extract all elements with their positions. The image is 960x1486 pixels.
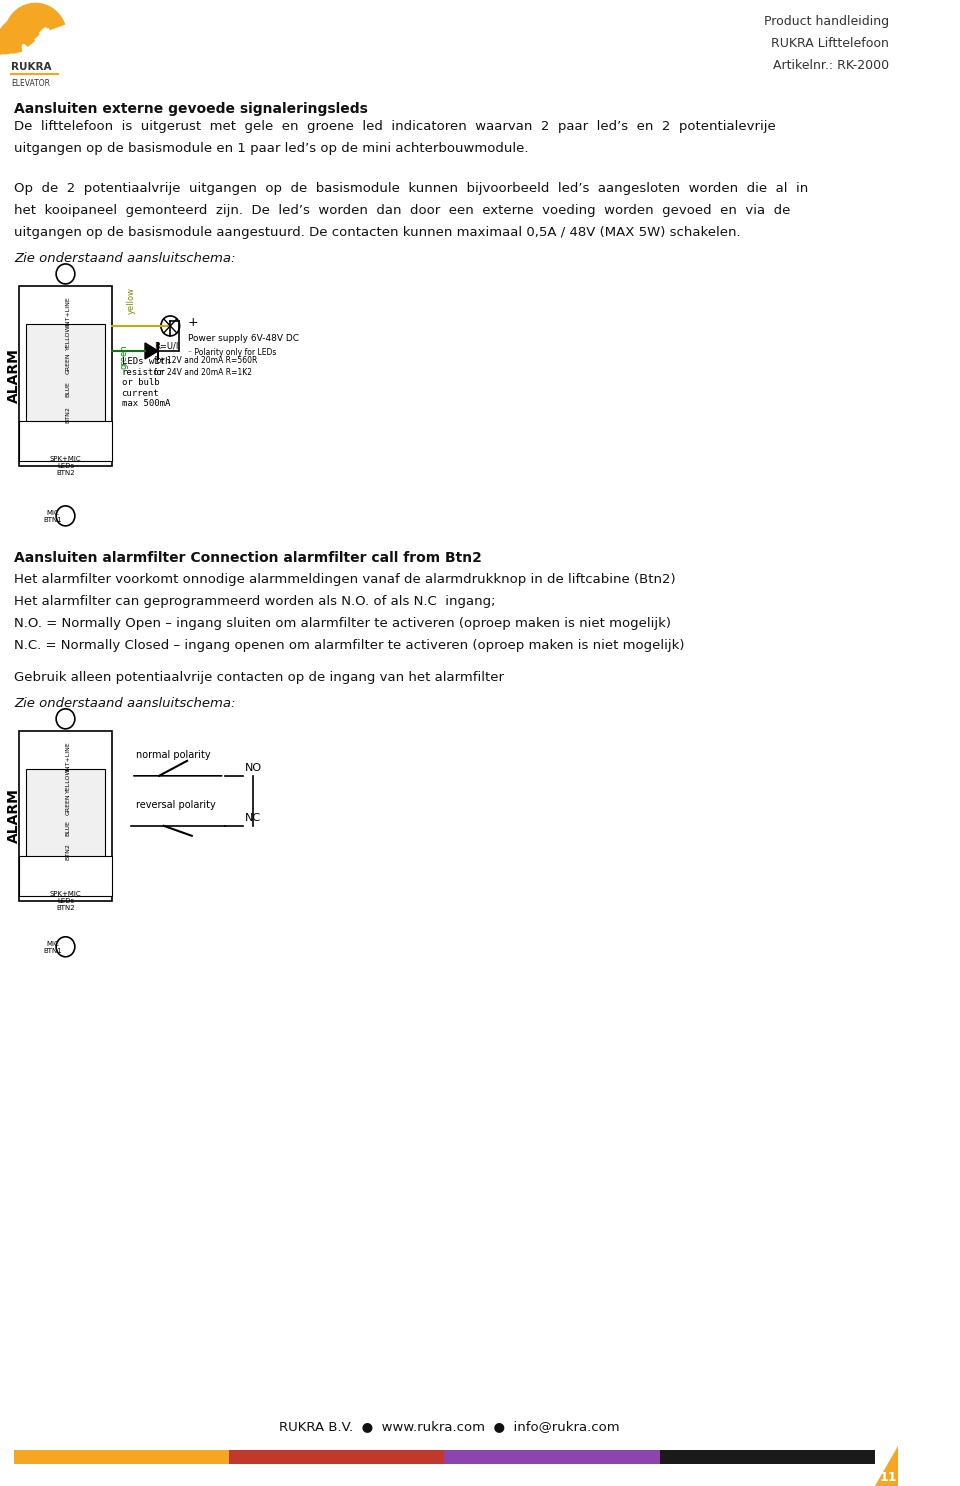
- Text: Zie onderstaand aansluitschema:: Zie onderstaand aansluitschema:: [14, 253, 235, 265]
- Text: Aansluiten alarmfilter Connection alarmfilter call from Btn2: Aansluiten alarmfilter Connection alarmf…: [14, 551, 482, 565]
- Text: RUKRA B.V.  ●  www.rukra.com  ●  info@rukra.com: RUKRA B.V. ● www.rukra.com ● info@rukra.…: [278, 1419, 619, 1433]
- Text: het  kooipaneel  gemonteerd  zijn.  De  led’s  worden  dan  door  een  externe  : het kooipaneel gemonteerd zijn. De led’s…: [14, 204, 790, 217]
- Text: Gebruik alleen potentiaalvrije contacten op de ingang van het alarmfilter: Gebruik alleen potentiaalvrije contacten…: [14, 670, 504, 684]
- Text: reversal polarity: reversal polarity: [135, 799, 215, 810]
- Bar: [18, 285, 112, 467]
- Text: for 24V and 20mA R=1K2: for 24V and 20mA R=1K2: [155, 369, 252, 377]
- Circle shape: [56, 709, 75, 728]
- Text: Power supply 6V-48V DC: Power supply 6V-48V DC: [188, 334, 300, 343]
- Bar: [18, 421, 112, 461]
- Bar: [444, 1450, 660, 1464]
- Text: Het alarmfilter voorkomt onnodige alarmmeldingen vanaf de alarmdrukknop in de li: Het alarmfilter voorkomt onnodige alarmm…: [14, 574, 676, 585]
- Bar: [660, 1450, 875, 1464]
- Text: green: green: [120, 345, 129, 369]
- Text: NO: NO: [245, 762, 262, 773]
- Text: MIC
BTN1: MIC BTN1: [43, 941, 61, 954]
- Text: Artikelnr.: RK-2000: Artikelnr.: RK-2000: [773, 59, 889, 71]
- Text: Het alarmfilter can geprogrammeerd worden als N.O. of als N.C  ingang;: Het alarmfilter can geprogrammeerd worde…: [14, 594, 495, 608]
- Bar: [18, 856, 112, 896]
- Text: 11: 11: [880, 1471, 898, 1485]
- Text: MIC
BTN1: MIC BTN1: [43, 510, 61, 523]
- Text: YELLOW: YELLOW: [66, 324, 71, 349]
- Text: Op  de  2  potentiaalvrije  uitgangen  op  de  basismodule  kunnen  bijvoorbeeld: Op de 2 potentiaalvrije uitgangen op de …: [14, 181, 808, 195]
- Bar: [14, 1450, 229, 1464]
- Text: INT+LINE: INT+LINE: [66, 296, 71, 325]
- Text: BTN2: BTN2: [66, 844, 71, 860]
- Text: GREEN: GREEN: [66, 794, 71, 814]
- Text: RUKRA: RUKRA: [12, 62, 52, 71]
- Text: Zie onderstaand aansluitschema:: Zie onderstaand aansluitschema:: [14, 697, 235, 710]
- Text: R=U/I: R=U/I: [155, 342, 179, 351]
- Circle shape: [161, 317, 180, 336]
- Text: INT+LINE: INT+LINE: [66, 742, 71, 771]
- Text: BTN2: BTN2: [66, 407, 71, 424]
- Circle shape: [56, 265, 75, 284]
- Text: for 12V and 20mA R=560R: for 12V and 20mA R=560R: [155, 357, 257, 366]
- Circle shape: [56, 505, 75, 526]
- Text: N.C. = Normally Closed – ingang openen om alarmfilter te activeren (oproep maken: N.C. = Normally Closed – ingang openen o…: [14, 639, 684, 652]
- Text: SPK+MIC
LEDs
BTN2: SPK+MIC LEDs BTN2: [50, 890, 82, 911]
- Polygon shape: [875, 1446, 899, 1486]
- Text: De  lifttelefoon  is  uitgerust  met  gele  en  groene  led  indicatoren  waarva: De lifttelefoon is uitgerust met gele en…: [14, 120, 776, 132]
- Text: GREEN: GREEN: [66, 352, 71, 374]
- Text: YELLOW: YELLOW: [66, 767, 71, 792]
- Polygon shape: [145, 343, 158, 360]
- Text: LEDs with
resistor
or bulb
current
max 500mA: LEDs with resistor or bulb current max 5…: [122, 357, 170, 409]
- Text: NC: NC: [245, 813, 261, 823]
- Bar: [229, 1450, 444, 1464]
- Text: ALARM: ALARM: [7, 789, 21, 843]
- Text: BLUE: BLUE: [66, 380, 71, 397]
- Text: Aansluiten externe gevoede signaleringsleds: Aansluiten externe gevoede signaleringsl…: [14, 103, 368, 116]
- Text: ALARM: ALARM: [7, 349, 21, 403]
- Bar: [26, 324, 105, 453]
- Bar: [18, 731, 112, 901]
- Text: N.O. = Normally Open – ingang sluiten om alarmfilter te activeren (oproep maken : N.O. = Normally Open – ingang sluiten om…: [14, 617, 671, 630]
- Text: uitgangen op de basismodule aangestuurd. De contacten kunnen maximaal 0,5A / 48V: uitgangen op de basismodule aangestuurd.…: [14, 226, 741, 239]
- Text: uitgangen op de basismodule en 1 paar led’s op de mini achterbouwmodule.: uitgangen op de basismodule en 1 paar le…: [14, 143, 529, 155]
- Text: +: +: [188, 317, 199, 328]
- Text: ⁻ Polarity only for LEDs: ⁻ Polarity only for LEDs: [188, 348, 276, 357]
- Text: normal polarity: normal polarity: [135, 750, 210, 759]
- Bar: [26, 768, 105, 889]
- Circle shape: [56, 936, 75, 957]
- Text: SPK+MIC
LEDs
BTN2: SPK+MIC LEDs BTN2: [50, 456, 82, 476]
- Text: yellow: yellow: [127, 287, 135, 314]
- Text: BLUE: BLUE: [66, 820, 71, 835]
- Text: RUKRA Lifttelefoon: RUKRA Lifttelefoon: [771, 37, 889, 51]
- Text: ELEVATOR: ELEVATOR: [12, 79, 50, 88]
- Text: Product handleiding: Product handleiding: [763, 15, 889, 28]
